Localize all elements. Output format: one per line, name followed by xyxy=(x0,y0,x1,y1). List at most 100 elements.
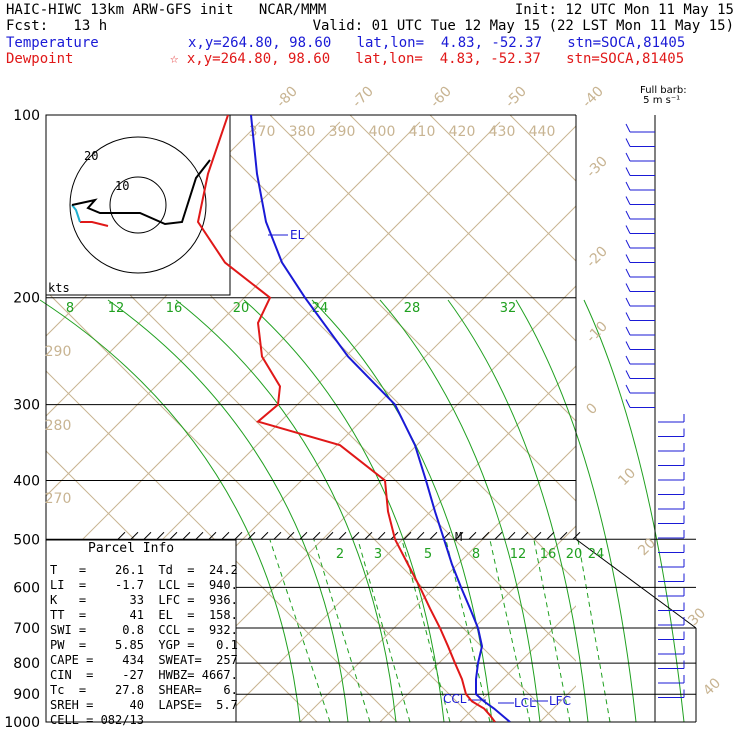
freezing-hatch xyxy=(143,531,152,540)
theta-label: 280 xyxy=(45,418,72,434)
freezing-hatch xyxy=(234,531,243,540)
wind-barb-flag xyxy=(625,196,631,205)
wind-barb-flag xyxy=(625,167,631,176)
freezing-hatch xyxy=(546,531,555,540)
isotherm-line xyxy=(459,605,576,722)
freezing-hatch xyxy=(299,531,308,540)
hodograph-units: kts xyxy=(48,281,70,295)
theta-e-label: 420 xyxy=(449,124,476,140)
mixing-ratio-label: 32 xyxy=(500,301,517,316)
el-label: EL xyxy=(290,228,305,242)
freezing-hatch xyxy=(429,531,438,540)
freezing-hatch xyxy=(403,531,412,540)
isotherm-line xyxy=(46,121,421,497)
wind-barb-flag xyxy=(625,210,631,220)
freezing-hatch xyxy=(273,531,282,540)
temperature-legend: Temperature xyxy=(6,35,99,51)
parcel-row: TT = 41 EL = 158. xyxy=(50,608,238,622)
hodograph-trace-high xyxy=(71,159,211,226)
freezing-hatch xyxy=(169,531,178,540)
pressure-label: 200 xyxy=(13,291,40,307)
pressure-label: 300 xyxy=(13,398,40,414)
mixing-ratio-label: 20 xyxy=(233,301,250,316)
temp-label-right: 40 xyxy=(700,675,724,699)
mixing-ratio-label: 8 xyxy=(472,547,480,562)
isotherm-line xyxy=(700,122,740,722)
freezing-hatch xyxy=(507,531,516,540)
isotherm-line xyxy=(139,285,576,722)
hodograph-ring-label: 20 xyxy=(84,149,98,163)
dry-adiabat-line xyxy=(269,115,576,422)
wind-barb-flag xyxy=(625,312,631,321)
theta-e-label: 380 xyxy=(289,124,316,140)
mixing-ratio-line xyxy=(489,539,531,723)
freezing-hatch xyxy=(156,531,165,540)
freezing-hatch xyxy=(338,531,347,540)
wind-barb-flag xyxy=(625,399,631,408)
dewpoint-info: ☆ x,y=264.80, 98.60 lat,lon= 4.83, -52.3… xyxy=(170,51,685,67)
theta-e-label: 370 xyxy=(249,124,276,140)
wind-barb-flag xyxy=(625,123,631,133)
moist-adiabat-line xyxy=(515,299,637,723)
theta-e-label: 400 xyxy=(369,124,396,140)
freezing-hatch xyxy=(286,531,295,540)
dry-adiabat-line xyxy=(189,115,576,502)
freezing-hatch xyxy=(312,531,321,540)
pressure-label: 900 xyxy=(13,687,40,703)
theta-e-label: 390 xyxy=(329,124,356,140)
temp-label-right: -20 xyxy=(583,243,610,270)
mixing-ratio-label: 16 xyxy=(540,547,557,562)
wind-barb-flag xyxy=(625,181,631,191)
pressure-label: 1000 xyxy=(4,715,40,731)
isotherm-line xyxy=(46,121,341,417)
isotherm-line xyxy=(219,365,576,722)
mixing-ratio-label: 20 xyxy=(566,547,583,562)
theta-e-label: 440 xyxy=(529,124,556,140)
freezing-hatch xyxy=(559,531,568,540)
hodograph-trace-low xyxy=(80,221,109,227)
right-axis-lower xyxy=(575,538,697,629)
hodograph-trace-mid xyxy=(71,204,81,223)
wind-barb-flag xyxy=(625,225,631,234)
freezing-hatch xyxy=(117,531,126,540)
hodograph-ring xyxy=(69,136,207,274)
parcel-row: LI = -1.7 LCL = 940. xyxy=(50,578,238,592)
freezing-hatch xyxy=(572,531,581,540)
mixing-ratio-label: 24 xyxy=(588,547,605,562)
freezing-hatch xyxy=(455,531,464,540)
pressure-label: 500 xyxy=(13,532,40,548)
pressure-label: 800 xyxy=(13,656,40,672)
pressure-label: 600 xyxy=(13,580,40,596)
dry-adiabat-line xyxy=(46,370,398,722)
dry-adiabat-line xyxy=(349,115,576,342)
parcel-row: SWI = 0.8 CCL = 932. xyxy=(50,623,238,637)
theta-label: 270 xyxy=(45,491,72,507)
header-line2-right: Valid: 01 UTC Tue 12 May 15 (22 LST Mon … xyxy=(312,18,734,34)
dry-adiabat-line xyxy=(590,115,740,735)
freezing-hatch xyxy=(533,531,542,540)
moist-adiabat-line xyxy=(583,299,685,723)
wind-barb-flag xyxy=(625,254,631,263)
temp-label-right: 30 xyxy=(685,605,709,629)
barb-note: Full barb: 5 m s⁻¹ xyxy=(640,85,687,106)
wind-barb-flag xyxy=(625,268,631,278)
wind-barb-flag xyxy=(625,138,631,147)
freezing-hatch xyxy=(364,531,373,540)
mixing-ratio-label: 24 xyxy=(312,301,329,316)
freezing-hatch xyxy=(221,531,230,540)
parcel-box-frame xyxy=(45,539,237,723)
ccl-label: CCL xyxy=(443,692,467,706)
wind-barb-flag xyxy=(625,384,631,394)
mixing-ratio-label: 2 xyxy=(336,547,344,562)
dry-adiabat-line xyxy=(429,115,576,262)
freezing-hatch xyxy=(130,531,139,540)
parcel-row: PW = 5.85 YGP = 0.1 xyxy=(50,638,238,652)
wind-barb-flag xyxy=(625,370,631,379)
parcel-row: T = 26.1 Td = 24.2 xyxy=(50,563,238,577)
parcel-row: SREH = 40 LAPSE= 5.7 xyxy=(50,698,238,712)
freezing-hatch xyxy=(182,531,191,540)
dewpoint-profile xyxy=(196,115,496,722)
temp-label-top: -50 xyxy=(502,83,529,110)
mixing-ratio-line xyxy=(269,539,331,723)
